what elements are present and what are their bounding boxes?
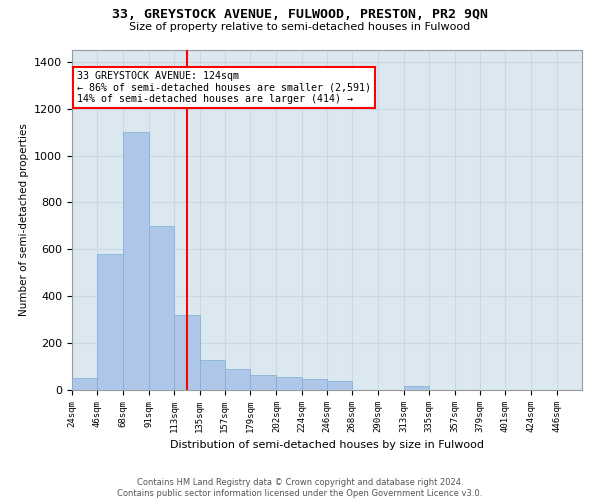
Text: 33, GREYSTOCK AVENUE, FULWOOD, PRESTON, PR2 9QN: 33, GREYSTOCK AVENUE, FULWOOD, PRESTON, … <box>112 8 488 20</box>
Bar <box>327 380 352 390</box>
Text: 33 GREYSTOCK AVENUE: 124sqm
← 86% of semi-detached houses are smaller (2,591)
14: 33 GREYSTOCK AVENUE: 124sqm ← 86% of sem… <box>77 71 371 104</box>
Bar <box>97 254 122 390</box>
Bar <box>199 360 225 390</box>
Bar <box>72 378 97 390</box>
Bar <box>122 132 149 390</box>
Bar <box>149 226 174 390</box>
Bar <box>250 375 277 390</box>
Bar <box>174 315 199 390</box>
Bar <box>302 380 327 390</box>
Bar <box>277 377 302 390</box>
Bar <box>404 386 429 390</box>
Text: Size of property relative to semi-detached houses in Fulwood: Size of property relative to semi-detach… <box>130 22 470 32</box>
Y-axis label: Number of semi-detached properties: Number of semi-detached properties <box>19 124 29 316</box>
Text: Contains HM Land Registry data © Crown copyright and database right 2024.
Contai: Contains HM Land Registry data © Crown c… <box>118 478 482 498</box>
X-axis label: Distribution of semi-detached houses by size in Fulwood: Distribution of semi-detached houses by … <box>170 440 484 450</box>
Bar <box>225 369 250 390</box>
